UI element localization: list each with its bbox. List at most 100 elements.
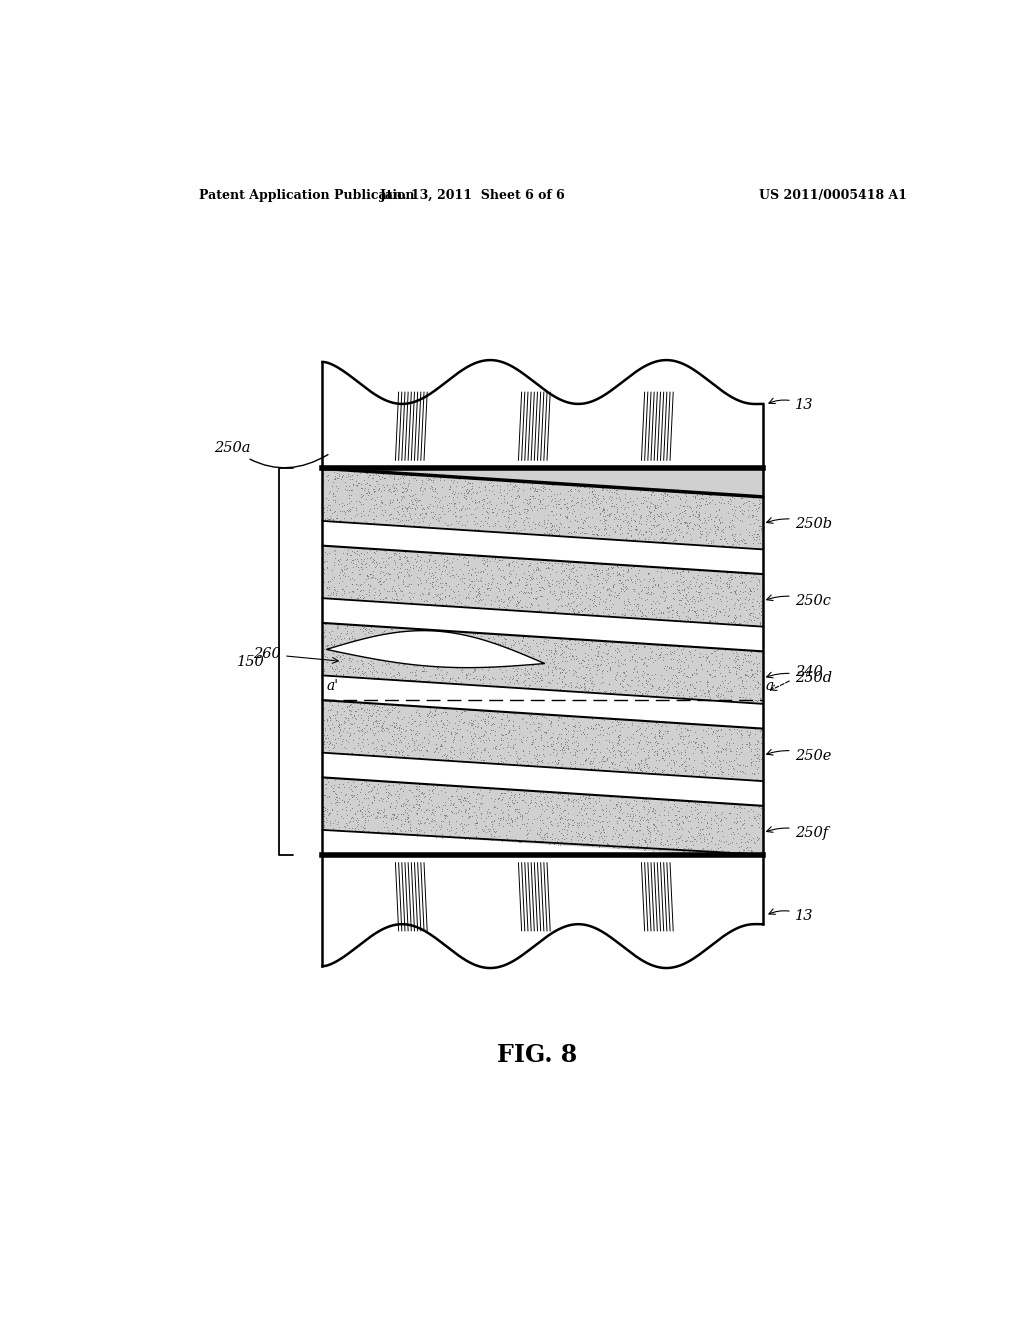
Point <box>475 515 492 536</box>
Point <box>390 719 407 741</box>
Point <box>550 731 566 752</box>
Point <box>346 818 362 840</box>
Point <box>425 719 441 741</box>
Point <box>519 793 536 814</box>
Point <box>585 483 601 504</box>
Point <box>505 702 521 723</box>
Point <box>381 546 397 568</box>
Point <box>584 829 600 850</box>
Point <box>650 576 667 597</box>
Point <box>745 744 762 766</box>
Point <box>507 475 523 496</box>
Point <box>633 523 649 544</box>
Point <box>415 661 431 682</box>
Point <box>598 644 614 665</box>
Point <box>418 503 434 524</box>
Point <box>693 573 710 594</box>
Point <box>371 478 387 499</box>
Point <box>584 671 600 692</box>
Point <box>610 739 627 760</box>
Point <box>529 671 546 692</box>
Point <box>697 816 714 837</box>
Point <box>568 492 585 513</box>
Point <box>753 797 769 818</box>
Point <box>506 672 522 693</box>
Point <box>655 678 672 700</box>
Point <box>434 498 451 519</box>
Point <box>591 731 607 752</box>
Point <box>439 714 456 735</box>
Point <box>684 756 700 777</box>
Point <box>443 513 460 535</box>
Point <box>553 787 569 808</box>
Point <box>604 632 621 653</box>
Point <box>548 733 564 754</box>
Point <box>626 789 642 810</box>
Point <box>334 585 350 606</box>
Point <box>550 787 566 808</box>
Point <box>550 834 566 855</box>
Point <box>346 628 362 649</box>
Point <box>449 506 465 527</box>
Point <box>587 594 603 615</box>
Point <box>393 623 410 644</box>
Point <box>342 461 358 482</box>
Point <box>749 758 765 779</box>
Point <box>386 623 402 644</box>
Point <box>677 742 693 763</box>
Point <box>727 652 743 673</box>
Point <box>485 706 502 727</box>
Point <box>529 488 546 510</box>
Point <box>326 566 342 587</box>
Point <box>733 565 750 586</box>
Point <box>557 717 573 738</box>
Point <box>643 739 659 760</box>
Point <box>571 824 588 845</box>
Point <box>666 529 682 550</box>
Point <box>574 668 591 689</box>
Point <box>470 546 486 568</box>
Point <box>469 741 485 762</box>
Point <box>452 647 468 668</box>
Point <box>638 513 654 535</box>
Point <box>374 622 390 643</box>
Point <box>623 818 639 840</box>
Point <box>609 655 626 676</box>
Point <box>380 820 396 841</box>
Point <box>682 643 698 664</box>
Point <box>433 477 450 498</box>
Point <box>669 751 685 772</box>
Point <box>500 737 516 758</box>
Point <box>315 572 332 593</box>
Point <box>402 465 419 486</box>
Point <box>724 832 740 853</box>
Point <box>537 479 553 500</box>
Point <box>473 659 489 680</box>
Point <box>727 531 743 552</box>
Point <box>642 519 658 540</box>
Point <box>328 645 344 667</box>
Point <box>722 719 738 741</box>
Point <box>592 477 608 498</box>
Point <box>525 808 542 829</box>
Point <box>375 572 391 593</box>
Point <box>554 680 570 701</box>
Point <box>563 558 580 579</box>
Point <box>371 647 387 668</box>
Point <box>335 729 351 750</box>
Point <box>394 486 411 507</box>
Point <box>717 640 733 661</box>
Point <box>626 661 642 682</box>
Point <box>531 744 548 766</box>
Point <box>578 726 594 747</box>
Point <box>477 558 494 579</box>
Point <box>474 496 490 517</box>
Point <box>750 689 766 710</box>
Point <box>438 515 455 536</box>
Point <box>685 504 701 525</box>
Point <box>684 591 700 612</box>
Point <box>458 640 474 661</box>
Point <box>689 803 706 824</box>
Point <box>653 727 670 748</box>
Point <box>365 565 381 586</box>
